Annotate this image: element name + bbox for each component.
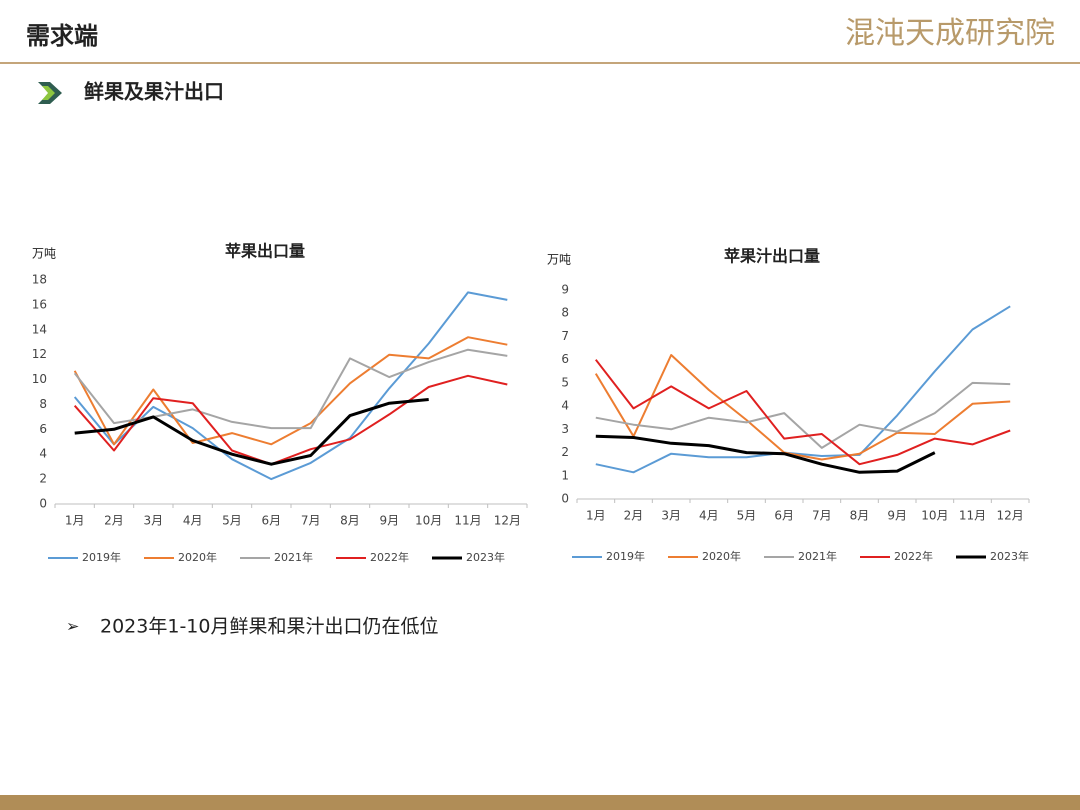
y-tick-label: 6: [561, 352, 569, 366]
x-tick-label: 5月: [222, 514, 242, 528]
series-line: [74, 398, 429, 466]
legend-label: 2020年: [178, 550, 217, 564]
y-unit: 万吨: [32, 247, 56, 261]
series-line: [595, 359, 1011, 466]
x-tick-label: 4月: [699, 509, 719, 523]
y-tick-label: 3: [561, 422, 569, 436]
y-tick-label: 10: [32, 372, 47, 386]
x-tick-label: 11月: [959, 509, 986, 523]
bullet: ➢: [66, 617, 79, 636]
legend-label: 2021年: [798, 549, 837, 563]
y-tick-label: 16: [32, 297, 47, 311]
x-tick-label: 9月: [380, 514, 400, 528]
series-line: [595, 305, 1011, 474]
x-tick-label: 10月: [415, 514, 442, 528]
y-tick-label: 7: [561, 329, 569, 343]
x-tick-label: 10月: [921, 509, 948, 523]
y-tick-label: 6: [39, 422, 47, 436]
x-tick-label: 5月: [737, 509, 757, 523]
legend-label: 2019年: [606, 549, 645, 563]
slide-title: 需求端: [26, 22, 98, 50]
x-tick-label: 1月: [586, 509, 606, 523]
chart-title: 苹果出口量: [225, 242, 305, 261]
y-tick-label: 0: [39, 497, 47, 511]
note: 2023年1-10月鲜果和果汁出口仍在低位: [100, 616, 438, 638]
legend-label: 2022年: [370, 550, 409, 564]
chart-title: 苹果汁出口量: [724, 247, 820, 266]
y-tick-label: 1: [561, 468, 569, 482]
series-line: [594, 354, 1011, 461]
section-title: 鲜果及果汁出口: [84, 80, 224, 104]
legend-label: 2023年: [990, 549, 1029, 563]
y-tick-label: 18: [32, 273, 47, 287]
x-tick-label: 6月: [774, 509, 794, 523]
x-tick-label: 9月: [887, 509, 907, 523]
x-tick-label: 8月: [850, 509, 870, 523]
x-tick-label: 3月: [144, 514, 164, 528]
series-line: [595, 381, 1011, 449]
y-tick-label: 8: [561, 306, 569, 320]
y-tick-label: 4: [561, 399, 569, 413]
x-tick-label: 7月: [812, 509, 832, 523]
x-tick-label: 2月: [104, 514, 124, 528]
x-tick-label: 8月: [340, 514, 360, 528]
series-line: [595, 434, 936, 474]
x-tick-label: 11月: [454, 514, 481, 528]
y-tick-label: 12: [32, 347, 47, 361]
footer-bar: [0, 795, 1080, 810]
y-tick-label: 0: [561, 492, 569, 506]
y-tick-label: 2: [39, 472, 47, 486]
y-tick-label: 14: [32, 322, 47, 336]
section-icon-inner: [42, 86, 55, 100]
legend-label: 2020年: [702, 549, 741, 563]
x-tick-label: 6月: [262, 514, 282, 528]
series-line: [73, 374, 508, 466]
x-tick-label: 12月: [997, 509, 1024, 523]
y-tick-label: 4: [39, 447, 47, 461]
series-line: [73, 336, 508, 446]
series-line: [73, 291, 508, 481]
y-tick-label: 2: [561, 445, 569, 459]
x-tick-label: 3月: [661, 509, 681, 523]
legend-label: 2023年: [466, 550, 505, 564]
legend-label: 2019年: [82, 550, 121, 564]
x-tick-label: 4月: [183, 514, 203, 528]
legend-label: 2022年: [894, 549, 933, 563]
x-tick-label: 1月: [65, 514, 85, 528]
logo: 混沌天成研究院: [845, 16, 1055, 51]
x-tick-label: 7月: [301, 514, 321, 528]
x-tick-label: 12月: [494, 514, 521, 528]
y-tick-label: 9: [561, 283, 569, 297]
y-unit: 万吨: [547, 253, 571, 267]
y-tick-label: 5: [561, 375, 569, 389]
legend-label: 2021年: [274, 550, 313, 564]
y-tick-label: 8: [39, 397, 47, 411]
x-tick-label: 2月: [624, 509, 644, 523]
